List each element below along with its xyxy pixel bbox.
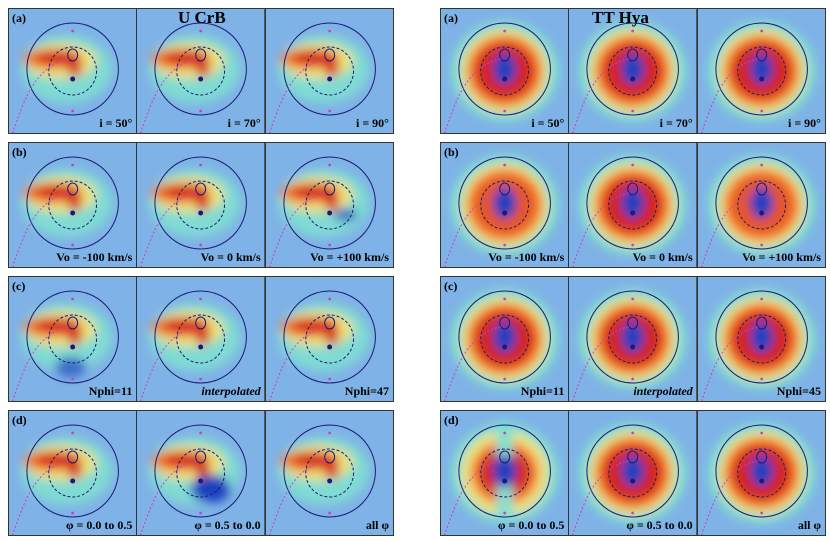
doppler-tomogram <box>137 411 265 535</box>
panel-label: all φ <box>797 518 821 532</box>
doppler-tomogram <box>697 9 825 133</box>
doppler-tomogram <box>569 277 697 401</box>
doppler-tomogram <box>9 411 137 535</box>
panel-label: Vo = 0 km/s <box>200 250 261 264</box>
map-panel: Vo = 0 km/s <box>137 143 265 267</box>
doppler-tomogram <box>569 411 697 535</box>
doppler-tomogram <box>697 277 825 401</box>
doppler-tomogram <box>137 143 265 267</box>
panel-label: Nphi=45 <box>776 384 821 398</box>
doppler-tomogram <box>9 277 137 401</box>
map-panel: φ = 0.5 to 0.0 <box>137 411 265 535</box>
row-label: (a) <box>12 11 26 25</box>
panel-label: interpolated <box>633 384 693 398</box>
row-label: (d) <box>444 413 459 427</box>
doppler-tomogram <box>137 9 265 133</box>
panel-label: φ = 0.5 to 0.0 <box>626 518 693 532</box>
map-panel: Nphi=45 <box>697 277 825 401</box>
doppler-tomogram <box>265 411 393 535</box>
figure-row-c: (c) Nphi=11 interpolated Nphi=45 <box>440 276 826 402</box>
panel-label: i = 50° <box>531 116 565 130</box>
doppler-tomogram <box>9 143 137 267</box>
doppler-tomogram <box>441 411 569 535</box>
panel-label: Vo = +100 km/s <box>742 250 821 264</box>
doppler-tomogram <box>441 143 569 267</box>
row-label: (c) <box>444 279 458 293</box>
map-panel: all φ <box>265 411 393 535</box>
map-panel: Vo = +100 km/s <box>697 143 825 267</box>
row-label: (b) <box>12 145 27 159</box>
row-label: (c) <box>12 279 26 293</box>
map-panel: interpolated <box>569 277 697 401</box>
doppler-tomogram <box>569 143 697 267</box>
figure-row-d: (d) φ = 0.0 to 0.5 φ = 0.5 to 0.0 all φ <box>8 410 394 536</box>
figure-row-a: (a) i = 50° i = 70° i = 90° <box>8 8 394 134</box>
panel-label: φ = 0.0 to 0.5 <box>66 518 133 532</box>
map-panel: all φ <box>697 411 825 535</box>
panel-label: Nphi=11 <box>520 384 565 398</box>
figure-row-a: (a) i = 50° i = 70° i = 90° <box>440 8 826 134</box>
map-panel: φ = 0.5 to 0.0 <box>569 411 697 535</box>
panel-label: Vo = -100 km/s <box>56 250 133 264</box>
panel-label: interpolated <box>201 384 261 398</box>
doppler-tomogram <box>697 143 825 267</box>
map-panel: Vo = 0 km/s <box>569 143 697 267</box>
figure-row-d: (d) φ = 0.0 to 0.5 φ = 0.5 to 0.0 all φ <box>440 410 826 536</box>
panel-label: i = 90° <box>788 116 821 130</box>
panel-label: i = 70° <box>227 116 261 130</box>
panel-label: Nphi=11 <box>88 384 133 398</box>
row-label: (b) <box>444 145 459 159</box>
panel-label: i = 90° <box>356 116 389 130</box>
panel-label: Vo = +100 km/s <box>310 250 389 264</box>
figure-row-b: (b) Vo = -100 km/s Vo = 0 km/s Vo = +100 km… <box>440 142 826 268</box>
map-panel: (b) Vo = -100 km/s <box>441 143 569 267</box>
panel-label: i = 50° <box>99 116 133 130</box>
map-panel: (d) φ = 0.0 to 0.5 <box>9 411 137 535</box>
doppler-tomogram <box>697 411 825 535</box>
star-title: TT Hya <box>592 8 649 27</box>
doppler-tomogram <box>265 143 393 267</box>
map-panel: (c) Nphi=11 <box>441 277 569 401</box>
panel-label: φ = 0.0 to 0.5 <box>498 518 565 532</box>
map-panel: interpolated <box>137 277 265 401</box>
doppler-tomogram <box>441 9 569 133</box>
panel-label: Nphi=47 <box>344 384 389 398</box>
doppler-tomogram <box>569 9 697 133</box>
panel-label: Vo = -100 km/s <box>488 250 565 264</box>
star-title: U CrB <box>178 8 226 27</box>
doppler-tomogram <box>441 277 569 401</box>
map-panel: (c) Nphi=11 <box>9 277 137 401</box>
map-panel: i = 70° <box>137 9 265 133</box>
map-panel: Nphi=47 <box>265 277 393 401</box>
map-panel: i = 70° <box>569 9 697 133</box>
doppler-tomogram <box>9 9 137 133</box>
map-panel: i = 90° <box>265 9 393 133</box>
doppler-tomogram <box>265 9 393 133</box>
map-panel: (d) φ = 0.0 to 0.5 <box>441 411 569 535</box>
map-panel: (a) i = 50° <box>441 9 569 133</box>
panel-label: all φ <box>365 518 389 532</box>
panel-label: i = 70° <box>659 116 693 130</box>
row-label: (d) <box>12 413 27 427</box>
map-panel: (a) i = 50° <box>9 9 137 133</box>
map-panel: Vo = +100 km/s <box>265 143 393 267</box>
doppler-tomogram <box>265 277 393 401</box>
panel-label: φ = 0.5 to 0.0 <box>194 518 261 532</box>
map-panel: (b) Vo = -100 km/s <box>9 143 137 267</box>
row-label: (a) <box>444 11 458 25</box>
doppler-tomogram <box>137 277 265 401</box>
figure-row-b: (b) Vo = -100 km/s Vo = 0 km/s Vo = +100 km… <box>8 142 394 268</box>
figure-row-c: (c) Nphi=11 interpolated Nphi=47 <box>8 276 394 402</box>
map-panel: i = 90° <box>697 9 825 133</box>
panel-label: Vo = 0 km/s <box>632 250 693 264</box>
